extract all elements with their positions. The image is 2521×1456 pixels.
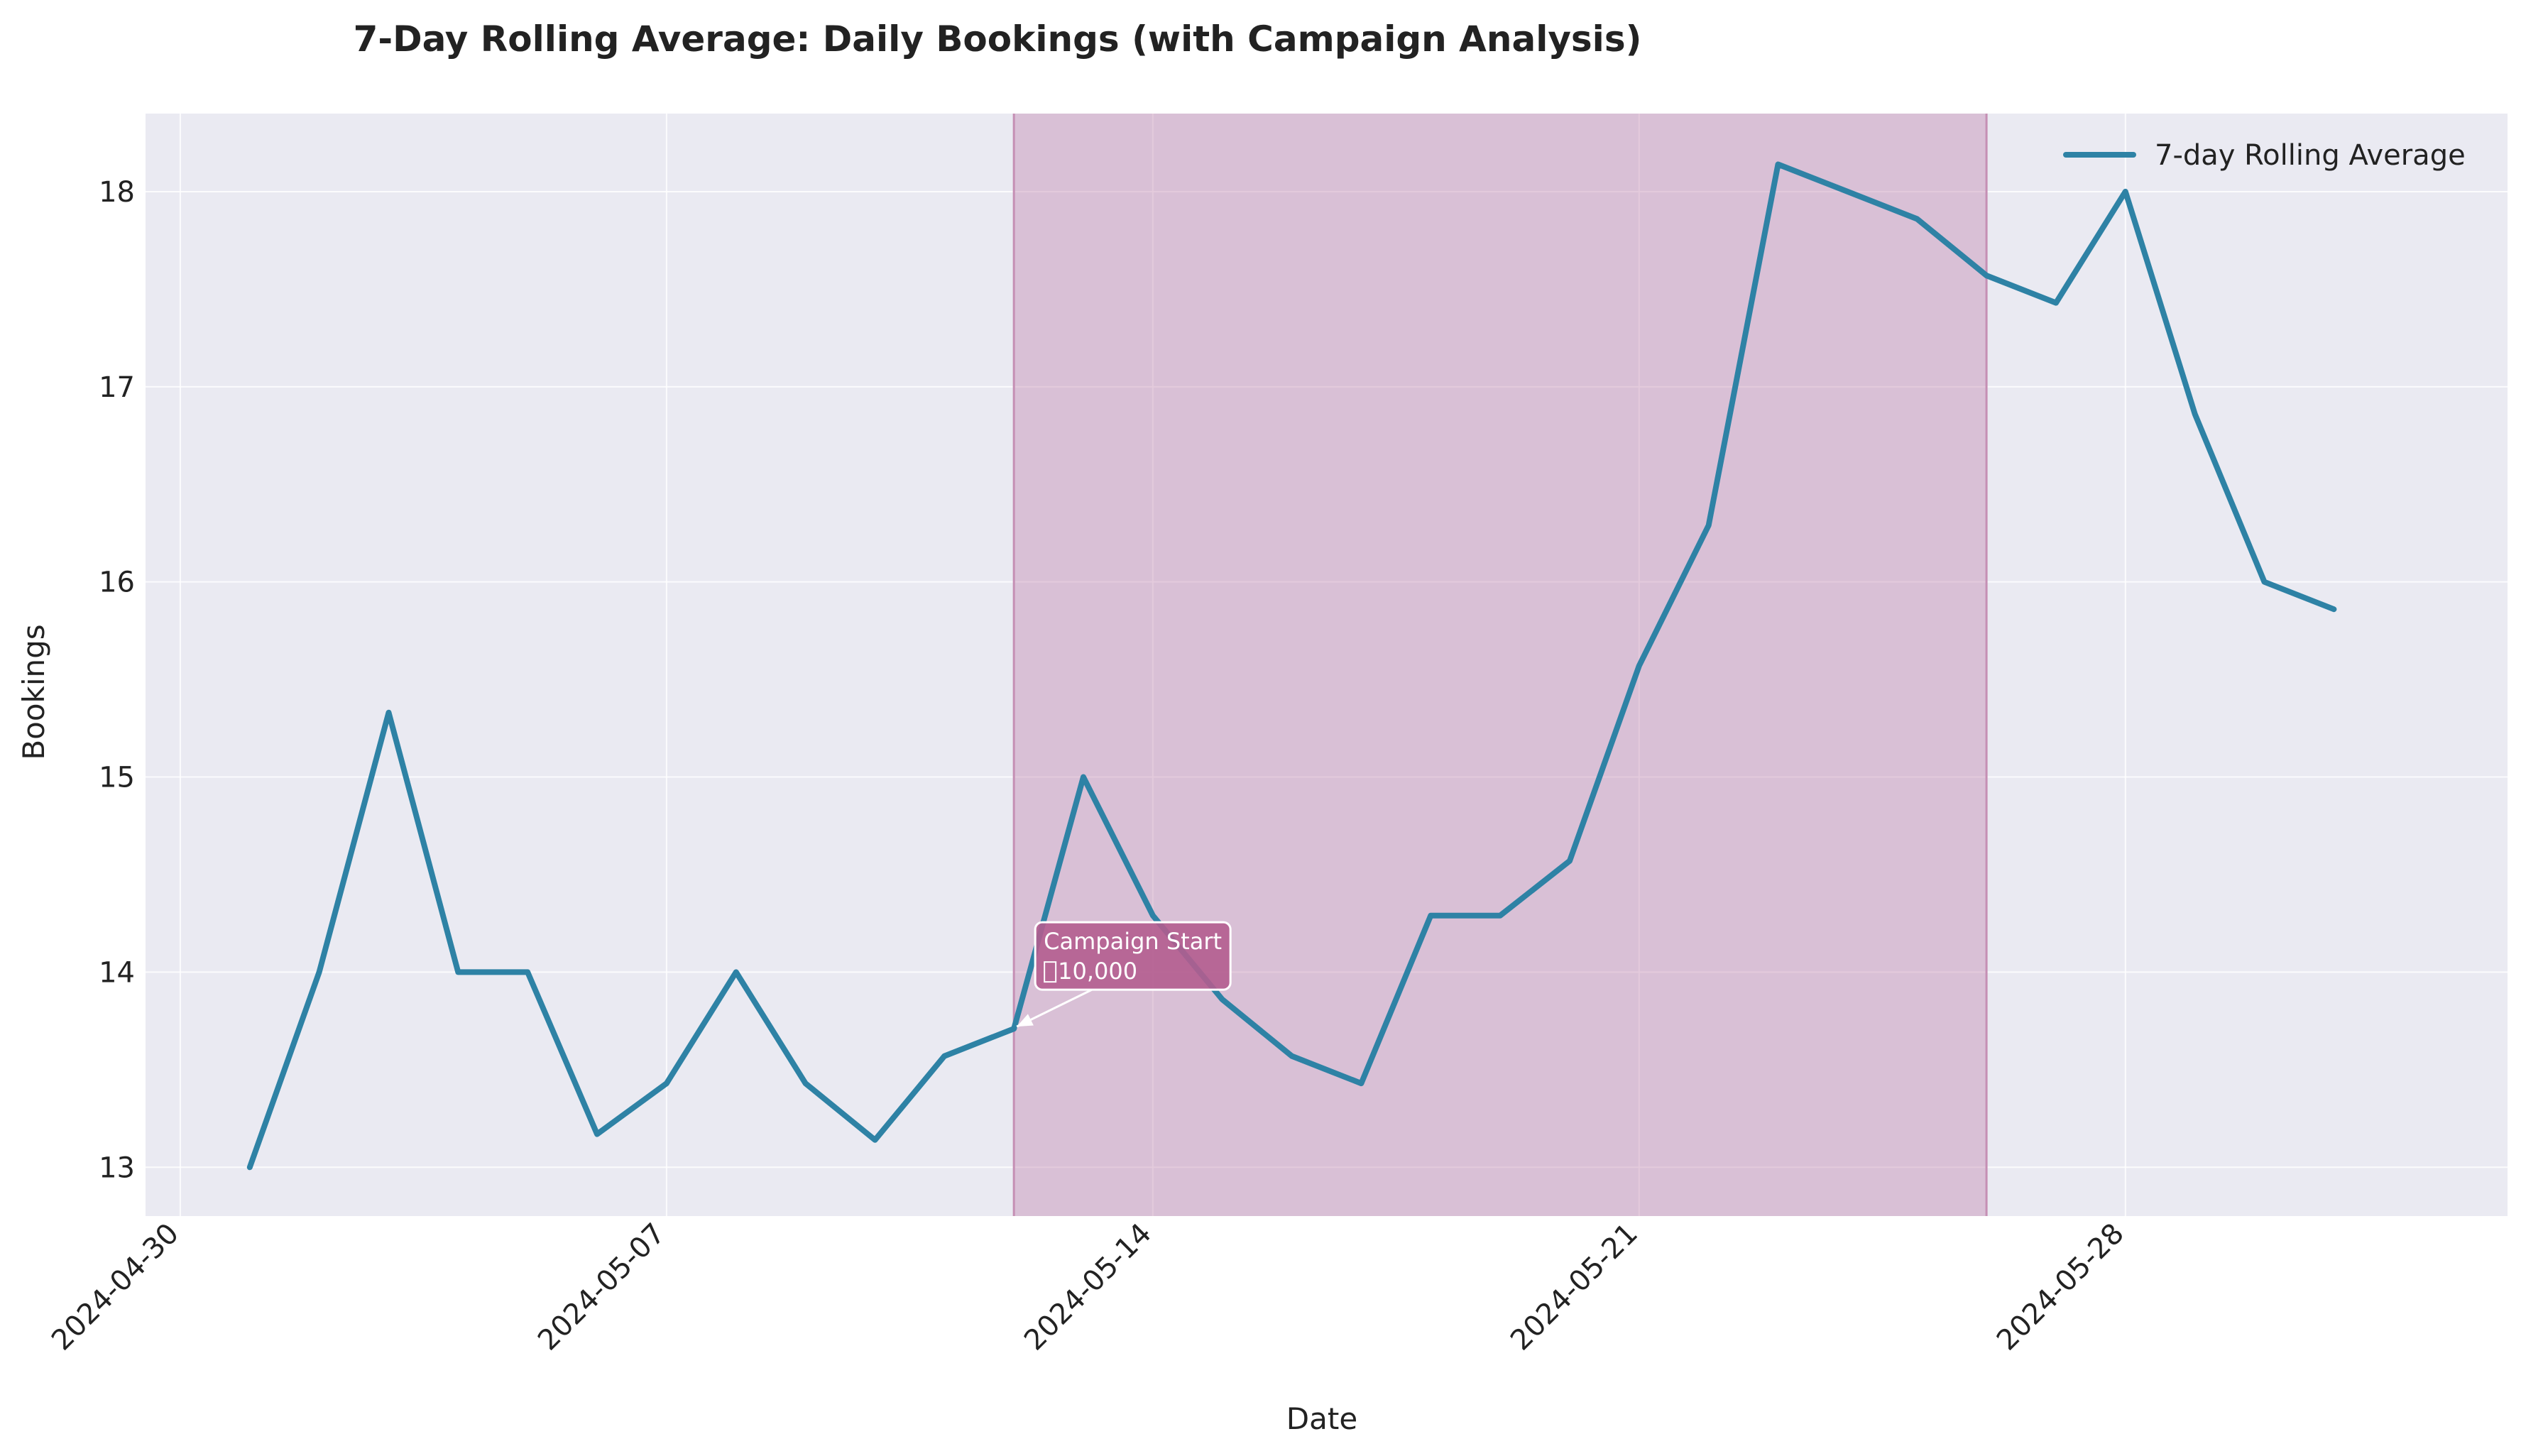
annotation-box <box>1034 921 1232 991</box>
data-point-2 <box>388 711 390 713</box>
data-point-0 <box>248 1166 251 1168</box>
data-point-9 <box>874 1139 876 1141</box>
data-point-7 <box>735 971 737 973</box>
data-point-4 <box>527 971 529 973</box>
data-point-12 <box>1083 776 1085 778</box>
x-tick-label-0: 2024-04-30 <box>45 1217 185 1357</box>
x-tick-labels: 2024-04-30 2024-05-07 2024-05-14 2024-05-21… <box>45 1217 2131 1357</box>
data-point-27 <box>2124 190 2126 192</box>
data-point-20 <box>1638 664 1640 667</box>
data-point-3 <box>457 971 459 973</box>
data-point-18 <box>1499 914 1502 916</box>
plot-area <box>146 114 2508 1216</box>
x-tick-label-3: 2024-05-21 <box>1504 1217 1644 1357</box>
data-point-1 <box>318 971 320 973</box>
x-tick-label-2: 2024-05-14 <box>1018 1217 1158 1357</box>
y-tick-label-5: 18 <box>99 176 135 209</box>
annotation-line-1: Campaign Start <box>1044 928 1222 955</box>
data-point-10 <box>944 1055 946 1057</box>
annotation-line-2: 10,000 <box>1058 958 1137 985</box>
y-tick-label-1: 14 <box>99 956 135 989</box>
data-point-28 <box>2194 413 2196 415</box>
data-point-8 <box>804 1083 806 1085</box>
x-axis-label: Date <box>1286 1401 1357 1436</box>
data-point-13 <box>1152 914 1154 916</box>
data-point-30 <box>2333 608 2335 611</box>
y-tick-label-4: 17 <box>99 371 135 404</box>
data-point-15 <box>1291 1055 1293 1057</box>
y-tick-labels: 13 14 15 16 17 18 <box>99 176 135 1184</box>
data-point-16 <box>1360 1083 1362 1085</box>
data-point-11 <box>1013 1028 1015 1030</box>
legend: 7-day Rolling Average <box>2063 139 2466 172</box>
data-point-24 <box>1916 218 1918 220</box>
data-point-22 <box>1777 163 1779 165</box>
y-tick-label-3: 16 <box>99 566 135 599</box>
gridlines <box>146 114 2508 1216</box>
data-point-6 <box>665 1083 667 1085</box>
data-point-17 <box>1430 914 1432 916</box>
y-axis-label: Bookings <box>16 624 51 760</box>
currency-glyph-placeholder <box>1044 961 1057 983</box>
series-layer <box>246 114 2337 1216</box>
chart-title: 7-Day Rolling Average: Daily Bookings (w… <box>354 18 1642 60</box>
x-tick-label-1: 2024-05-07 <box>532 1217 672 1357</box>
legend-label: 7-day Rolling Average <box>2155 139 2466 172</box>
data-point-19 <box>1568 860 1570 862</box>
data-point-29 <box>2263 581 2265 583</box>
annotation-arrowhead <box>1017 1014 1034 1027</box>
data-point-26 <box>2055 302 2057 304</box>
data-point-14 <box>1221 998 1223 1000</box>
data-point-23 <box>1847 190 1849 192</box>
campaign-annotation: Campaign Start 10,000 <box>1016 921 1232 1028</box>
data-point-5 <box>596 1133 598 1135</box>
data-point-25 <box>1986 275 1988 277</box>
data-point-21 <box>1707 524 1710 526</box>
x-tick-label-4: 2024-05-28 <box>1991 1217 2131 1357</box>
campaign-period-shading <box>1014 114 1987 1216</box>
y-tick-label-2: 15 <box>99 762 135 794</box>
y-tick-label-0: 13 <box>99 1151 135 1184</box>
